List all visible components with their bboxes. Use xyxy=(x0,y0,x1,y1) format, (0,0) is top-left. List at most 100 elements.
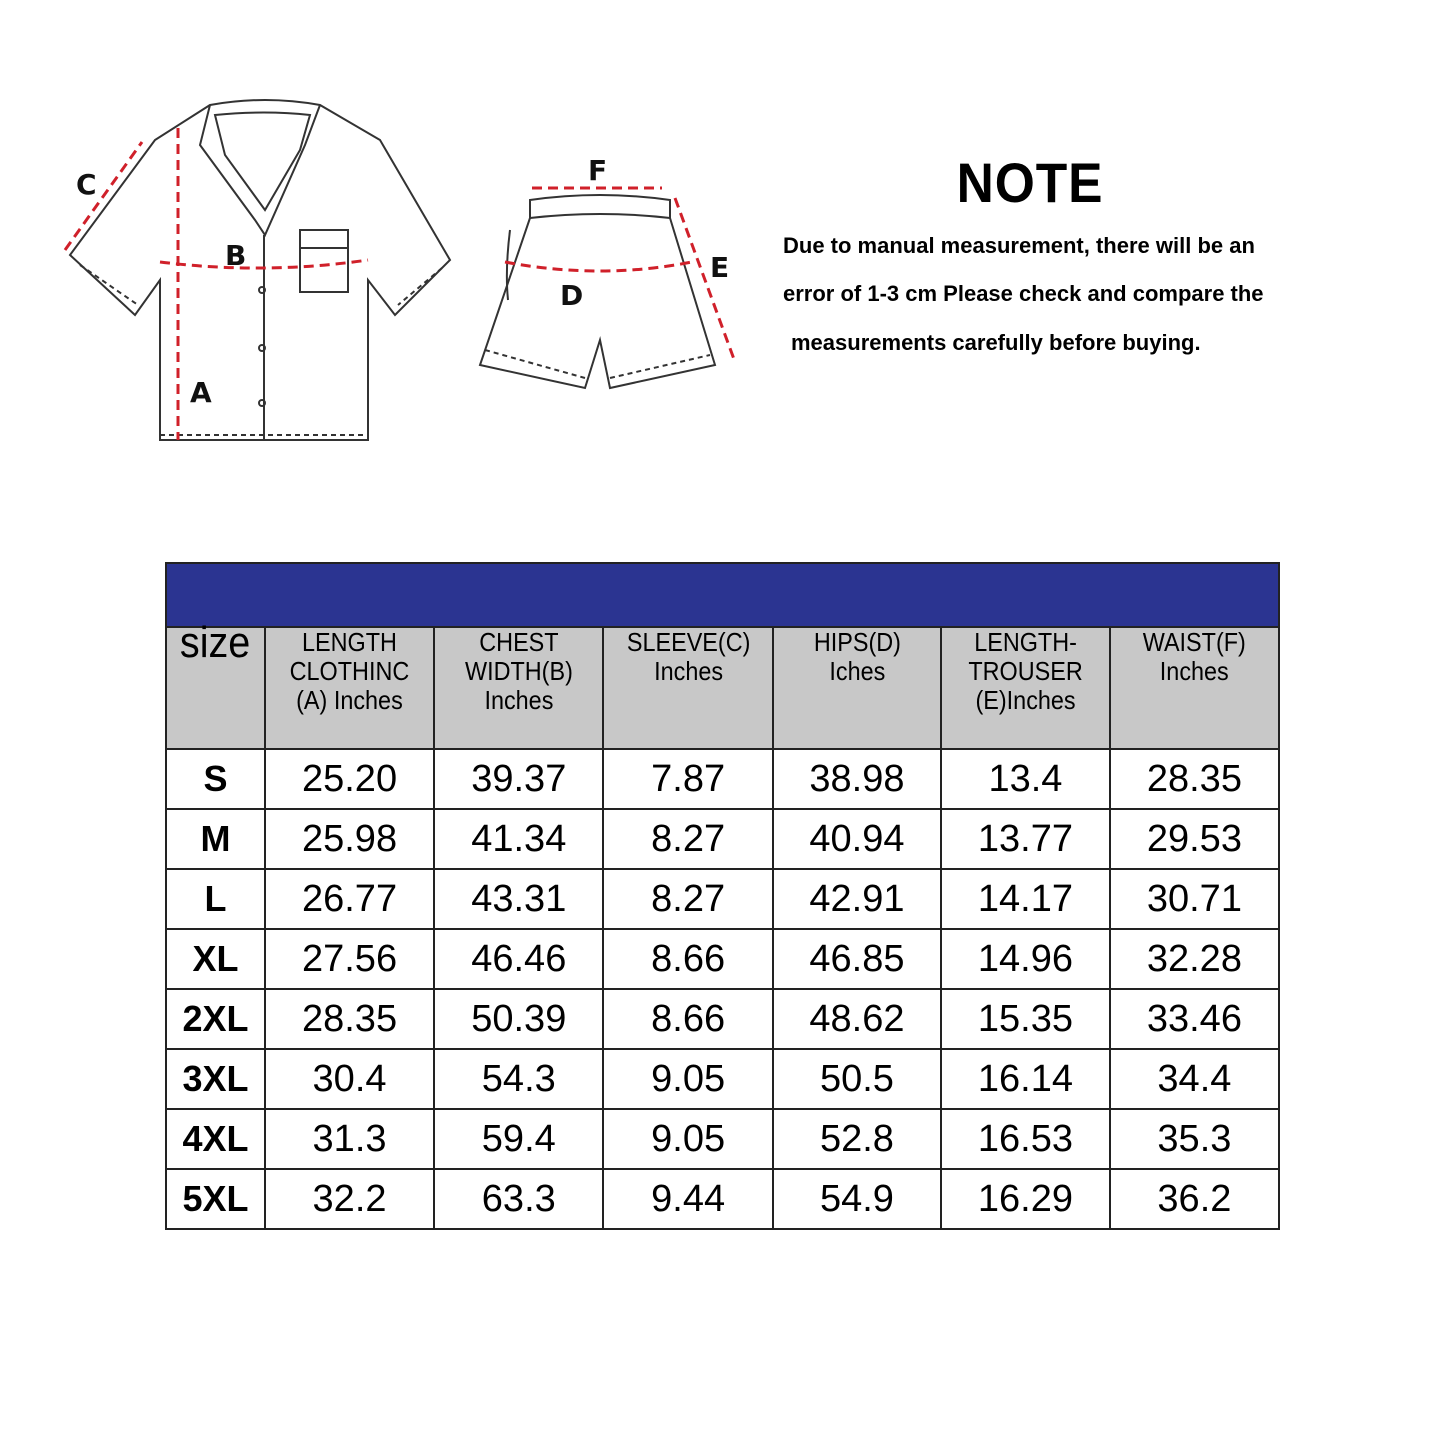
size-cell: S xyxy=(165,748,266,810)
column-header-line: WAIST(F) xyxy=(1142,627,1246,657)
column-header-line: CLOTHINC xyxy=(289,656,410,686)
value-cell: 46.85 xyxy=(771,928,943,990)
column-header-line: WIDTH(B) xyxy=(464,656,573,686)
value-cell: 32.28 xyxy=(1108,928,1281,990)
note-line-3: measurements carefully before buying. xyxy=(791,330,1201,355)
column-header-line: size xyxy=(180,618,251,667)
value-cell: 41.34 xyxy=(433,808,605,870)
value-cell: 16.14 xyxy=(940,1048,1111,1110)
column-header: CHEST WIDTH(B) Inches xyxy=(433,626,605,750)
table-row: 2XL 28.35 50.39 8.66 48.62 15.35 33.46 xyxy=(165,988,1281,1050)
value-cell: 26.77 xyxy=(263,868,436,930)
table-row: S 25.20 39.37 7.87 38.98 13.4 28.35 xyxy=(165,748,1281,810)
value-cell: 33.46 xyxy=(1108,988,1281,1050)
header-bar xyxy=(165,562,1280,628)
note-line-1: Due to manual measurement, there will be… xyxy=(783,233,1255,258)
column-header-text: SLEEVE(C) Inches xyxy=(626,628,750,686)
column-header: LENGTH- TROUSER (E)Inches xyxy=(940,626,1111,750)
value-cell: 15.35 xyxy=(940,988,1111,1050)
value-cell: 8.66 xyxy=(602,988,774,1050)
measure-lines xyxy=(63,128,369,440)
column-header-line: Inches xyxy=(653,656,723,686)
column-header-text: WAIST(F) Inches xyxy=(1143,628,1246,686)
value-cell: 54.3 xyxy=(433,1048,605,1110)
column-header-line: Iches xyxy=(828,656,885,686)
size-cell: L xyxy=(165,868,266,930)
value-cell: 40.94 xyxy=(771,808,943,870)
column-header-text: HIPS(D) Iches xyxy=(813,628,900,686)
value-cell: 52.8 xyxy=(771,1108,943,1170)
value-cell: 8.27 xyxy=(602,808,774,870)
value-cell: 30.71 xyxy=(1108,868,1281,930)
size-cell: 5XL xyxy=(165,1168,266,1230)
header-row: size LENGTH CLOTHINC (A) Inches CHEST WIDTH(B… xyxy=(165,618,1281,750)
column-header-line: LENGTH- xyxy=(974,627,1077,657)
size-table: size LENGTH CLOTHINC (A) Inches CHEST WIDTH(B… xyxy=(165,562,1281,1230)
value-cell: 54.9 xyxy=(771,1168,943,1230)
size-cell: 2XL xyxy=(165,988,266,1050)
column-header-line: (A) Inches xyxy=(296,685,403,715)
label-a: A xyxy=(190,376,212,409)
label-b: B xyxy=(225,239,246,272)
value-cell: 27.56 xyxy=(263,928,436,990)
column-header-line: LENGTH xyxy=(302,627,397,657)
value-cell: 14.17 xyxy=(940,868,1111,930)
value-cell: 28.35 xyxy=(1108,748,1281,810)
label-e: E xyxy=(710,251,729,284)
value-cell: 42.91 xyxy=(771,868,943,930)
column-header: WAIST(F) Inches xyxy=(1108,626,1281,750)
label-f: F xyxy=(588,154,607,187)
value-cell: 9.05 xyxy=(602,1048,774,1110)
column-header-line: SLEEVE(C) xyxy=(626,627,750,657)
column-header-size: size xyxy=(165,618,266,750)
value-cell: 7.87 xyxy=(602,748,774,810)
label-d: D xyxy=(560,279,583,312)
value-cell: 29.53 xyxy=(1108,808,1281,870)
note-title: NOTE xyxy=(956,151,1104,214)
value-cell: 25.20 xyxy=(263,748,436,810)
value-cell: 8.66 xyxy=(602,928,774,990)
value-cell: 59.4 xyxy=(433,1108,605,1170)
value-cell: 43.31 xyxy=(433,868,605,930)
column-header-line: Inches xyxy=(1159,656,1229,686)
column-header-line: (E)Inches xyxy=(975,685,1076,715)
value-cell: 32.2 xyxy=(263,1168,436,1230)
table-header-bar xyxy=(165,562,1280,628)
value-cell: 36.2 xyxy=(1108,1168,1281,1230)
value-cell: 9.05 xyxy=(602,1108,774,1170)
size-cell: XL xyxy=(165,928,266,990)
value-cell: 35.3 xyxy=(1108,1108,1281,1170)
table-row: XL 27.56 46.46 8.66 46.85 14.96 32.28 xyxy=(165,928,1281,990)
table-row: 3XL 30.4 54.3 9.05 50.5 16.14 34.4 xyxy=(165,1048,1281,1110)
value-cell: 25.98 xyxy=(263,808,436,870)
table-row: M 25.98 41.34 8.27 40.94 13.77 29.53 xyxy=(165,808,1281,870)
note-line-2: error of 1-3 cm Please check and compare… xyxy=(783,281,1264,306)
column-header: LENGTH CLOTHINC (A) Inches xyxy=(263,626,436,750)
table-row: L 26.77 43.31 8.27 42.91 14.17 30.71 xyxy=(165,868,1281,930)
column-header-line: HIPS(D) xyxy=(813,627,901,657)
value-cell: 39.37 xyxy=(433,748,605,810)
size-cell: M xyxy=(165,808,266,870)
shirt-diagram: A B C xyxy=(63,99,452,441)
measure-lines xyxy=(504,186,737,363)
value-cell: 50.39 xyxy=(433,988,605,1050)
value-cell: 14.96 xyxy=(940,928,1111,990)
value-cell: 31.3 xyxy=(263,1108,436,1170)
value-cell: 9.44 xyxy=(602,1168,774,1230)
column-header-text: size xyxy=(180,618,251,667)
value-cell: 28.35 xyxy=(263,988,436,1050)
value-cell: 38.98 xyxy=(771,748,943,810)
column-header-text: LENGTH- TROUSER (E)Inches xyxy=(968,628,1082,715)
column-header-line: TROUSER xyxy=(968,656,1083,686)
size-cell: 3XL xyxy=(165,1048,266,1110)
value-cell: 46.46 xyxy=(433,928,605,990)
label-c: C xyxy=(76,168,97,201)
column-header-line: Inches xyxy=(484,685,554,715)
column-header-text: CHEST WIDTH(B) Inches xyxy=(465,628,573,715)
value-cell: 16.53 xyxy=(940,1108,1111,1170)
value-cell: 16.29 xyxy=(940,1168,1111,1230)
value-cell: 34.4 xyxy=(1108,1048,1281,1110)
table-row: 4XL 31.3 59.4 9.05 52.8 16.53 35.3 xyxy=(165,1108,1281,1170)
table-row: 5XL 32.2 63.3 9.44 54.9 16.29 36.2 xyxy=(165,1168,1281,1230)
column-header: HIPS(D) Iches xyxy=(771,626,943,750)
